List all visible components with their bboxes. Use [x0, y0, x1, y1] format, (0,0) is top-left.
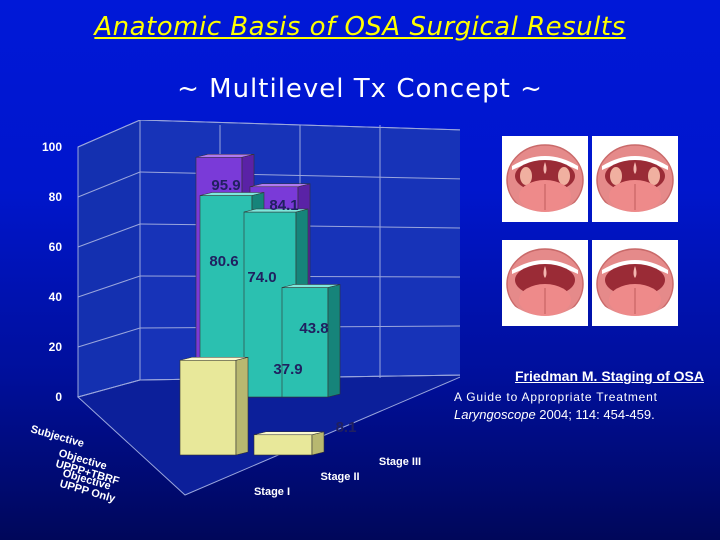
x-category-label: Stage III — [379, 456, 421, 468]
bar-top — [243, 208, 309, 213]
citation-subtitle: A Guide to Appropriate Treatment — [454, 390, 658, 404]
grid-line-left — [77, 120, 141, 148]
open-mouth-icon — [592, 240, 678, 326]
y-tick-label: 20 — [49, 340, 63, 354]
citation-journal: Laryngoscope — [454, 407, 536, 422]
grid-line-back — [139, 120, 460, 131]
data-label: 43.8 — [299, 320, 328, 337]
bar-top — [199, 192, 265, 196]
grid-line-left — [77, 171, 141, 198]
bar-side — [327, 284, 341, 398]
open-mouth-icon — [502, 136, 588, 222]
x-category-label: Stage I — [254, 486, 290, 498]
bar-top — [253, 431, 325, 436]
y-tick-label: 80 — [49, 190, 63, 204]
citation: Friedman M. Staging of OSA A Guide to Ap… — [452, 368, 712, 422]
open-mouth-icon — [502, 240, 588, 326]
y-tick-label: 0 — [55, 390, 62, 404]
series-label: Subjective — [29, 423, 85, 450]
data-label: 80.6 — [209, 253, 238, 270]
bar-2-0 — [179, 356, 249, 456]
bar-side — [311, 431, 325, 456]
data-label: 37.9 — [273, 361, 302, 378]
slide-title: Anatomic Basis of OSA Surgical Results — [94, 12, 626, 42]
bar-top — [281, 284, 341, 288]
grid-line-left — [77, 379, 141, 398]
bar-top — [179, 356, 249, 361]
mouth-image-4 — [592, 240, 678, 326]
chart-left-wall — [77, 120, 141, 398]
data-label: 74.0 — [247, 269, 276, 286]
citation-reference: Laryngoscope 2004; 114: 454-459. — [452, 407, 712, 422]
open-mouth-icon — [592, 136, 678, 222]
grid-line-left — [77, 223, 141, 248]
citation-author: Friedman M. Staging of OSA — [514, 368, 704, 384]
bar-front — [253, 434, 313, 456]
bar-1-2 — [281, 284, 341, 398]
data-label: 8.1 — [336, 419, 357, 436]
bar-2-1 — [253, 431, 325, 456]
citation-ref-details: 2004; 114: 454-459. — [535, 407, 655, 422]
grid-line-left — [77, 327, 141, 348]
y-tick-label: 60 — [49, 240, 63, 254]
y-tick-label: 40 — [49, 290, 63, 304]
bar-side — [235, 356, 249, 456]
mouth-image-2 — [592, 136, 678, 222]
x-category-label: Stage II — [320, 471, 359, 483]
bar-front — [179, 359, 237, 456]
mouth-image-1 — [502, 136, 588, 222]
mouth-image-3 — [502, 240, 588, 326]
grid-line-left — [77, 275, 141, 298]
bar-chart: 100 80 60 40 20 0 95.9 84.1 80.6 74.0 43.8 37.9 8.1 S… — [29, 120, 460, 505]
bar-front — [281, 287, 329, 398]
grid-line-back — [139, 171, 460, 180]
y-tick-label: 100 — [42, 140, 62, 154]
slide-subtitle: ~ Multilevel Tx Concept ~ — [177, 74, 543, 104]
bar-top — [195, 153, 255, 158]
data-label: 84.1 — [269, 197, 298, 214]
bar-top — [249, 183, 311, 188]
data-label: 95.9 — [211, 177, 240, 194]
